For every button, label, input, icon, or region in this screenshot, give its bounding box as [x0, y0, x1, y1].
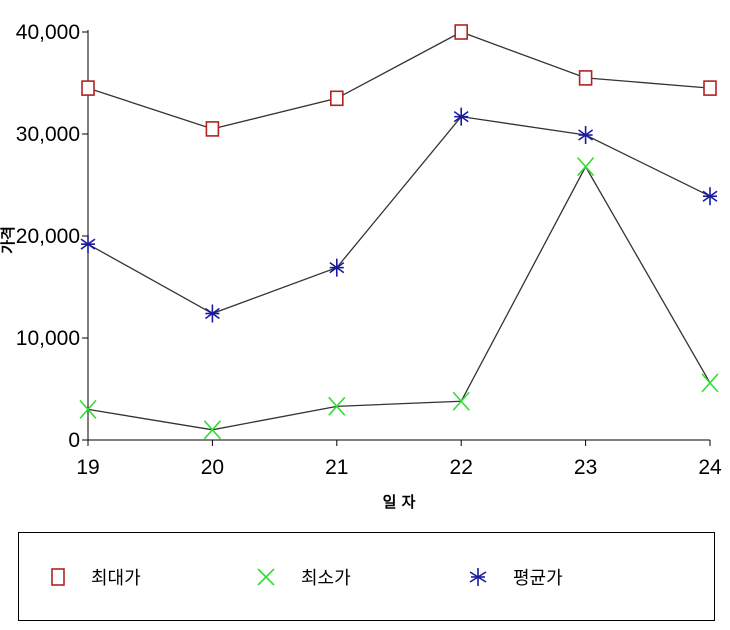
series-line	[87, 165, 711, 431]
x-marker-icon	[257, 568, 275, 586]
series-line	[87, 115, 711, 315]
series-x	[79, 157, 719, 440]
data-point-square	[329, 90, 344, 107]
data-point-square	[578, 70, 593, 86]
legend: 최대가 최소가 평균가	[18, 532, 715, 621]
legend-label-min: 최소가	[301, 568, 351, 589]
x-tick-label: 23	[574, 456, 597, 479]
data-point-asterisk	[702, 187, 718, 206]
data-point-x	[203, 420, 221, 440]
y-tick-label: 30,000	[16, 123, 80, 146]
series-asterisk	[80, 107, 718, 323]
square-marker-icon	[51, 568, 65, 586]
series-square	[81, 24, 717, 137]
x-tick-label: 24	[698, 456, 722, 479]
x-tick-label: 22	[450, 456, 473, 479]
y-tick-label: 0	[68, 429, 80, 452]
y-tick-label: 40,000	[16, 21, 80, 44]
data-point-square	[205, 121, 220, 137]
x-tick-label: 21	[325, 456, 348, 479]
x-axis-title: 일 자	[383, 493, 416, 511]
x-axis-ticks: 19 20 21 22 23 24	[76, 440, 722, 479]
y-tick-label: 10,000	[16, 327, 80, 350]
data-point-x	[577, 157, 595, 177]
data-point-asterisk	[204, 304, 220, 323]
legend-item-avg: 평균가	[467, 559, 563, 595]
data-point-square	[81, 80, 95, 96]
data-point-x	[79, 399, 97, 419]
x-tick-label: 19	[76, 456, 99, 479]
data-point-asterisk	[578, 126, 594, 145]
legend-item-min: 최소가	[255, 559, 351, 595]
legend-item-max: 최대가	[49, 559, 141, 595]
data-point-x	[701, 373, 719, 393]
data-point-square	[454, 24, 469, 40]
asterisk-marker-icon	[469, 568, 487, 586]
data-point-x	[452, 391, 470, 411]
x-tick-label: 20	[201, 456, 224, 479]
data-point-x	[328, 396, 346, 416]
data-point-asterisk	[453, 107, 469, 126]
series-layer	[79, 24, 719, 440]
legend-label-avg: 평균가	[513, 568, 563, 589]
data-point-asterisk	[329, 258, 345, 277]
y-axis-ticks: 0 10,000 20,000 30,000 40,000	[16, 21, 88, 452]
line-chart: 0 10,000 20,000 30,000 40,000 19 20 21 22 23 24 가…	[0, 21, 722, 511]
y-tick-label: 20,000	[16, 225, 80, 248]
y-axis-title: 가격	[0, 226, 17, 254]
legend-label-max: 최대가	[91, 568, 141, 589]
data-point-asterisk	[80, 235, 96, 254]
series-line	[87, 31, 711, 130]
data-point-square	[703, 80, 717, 96]
